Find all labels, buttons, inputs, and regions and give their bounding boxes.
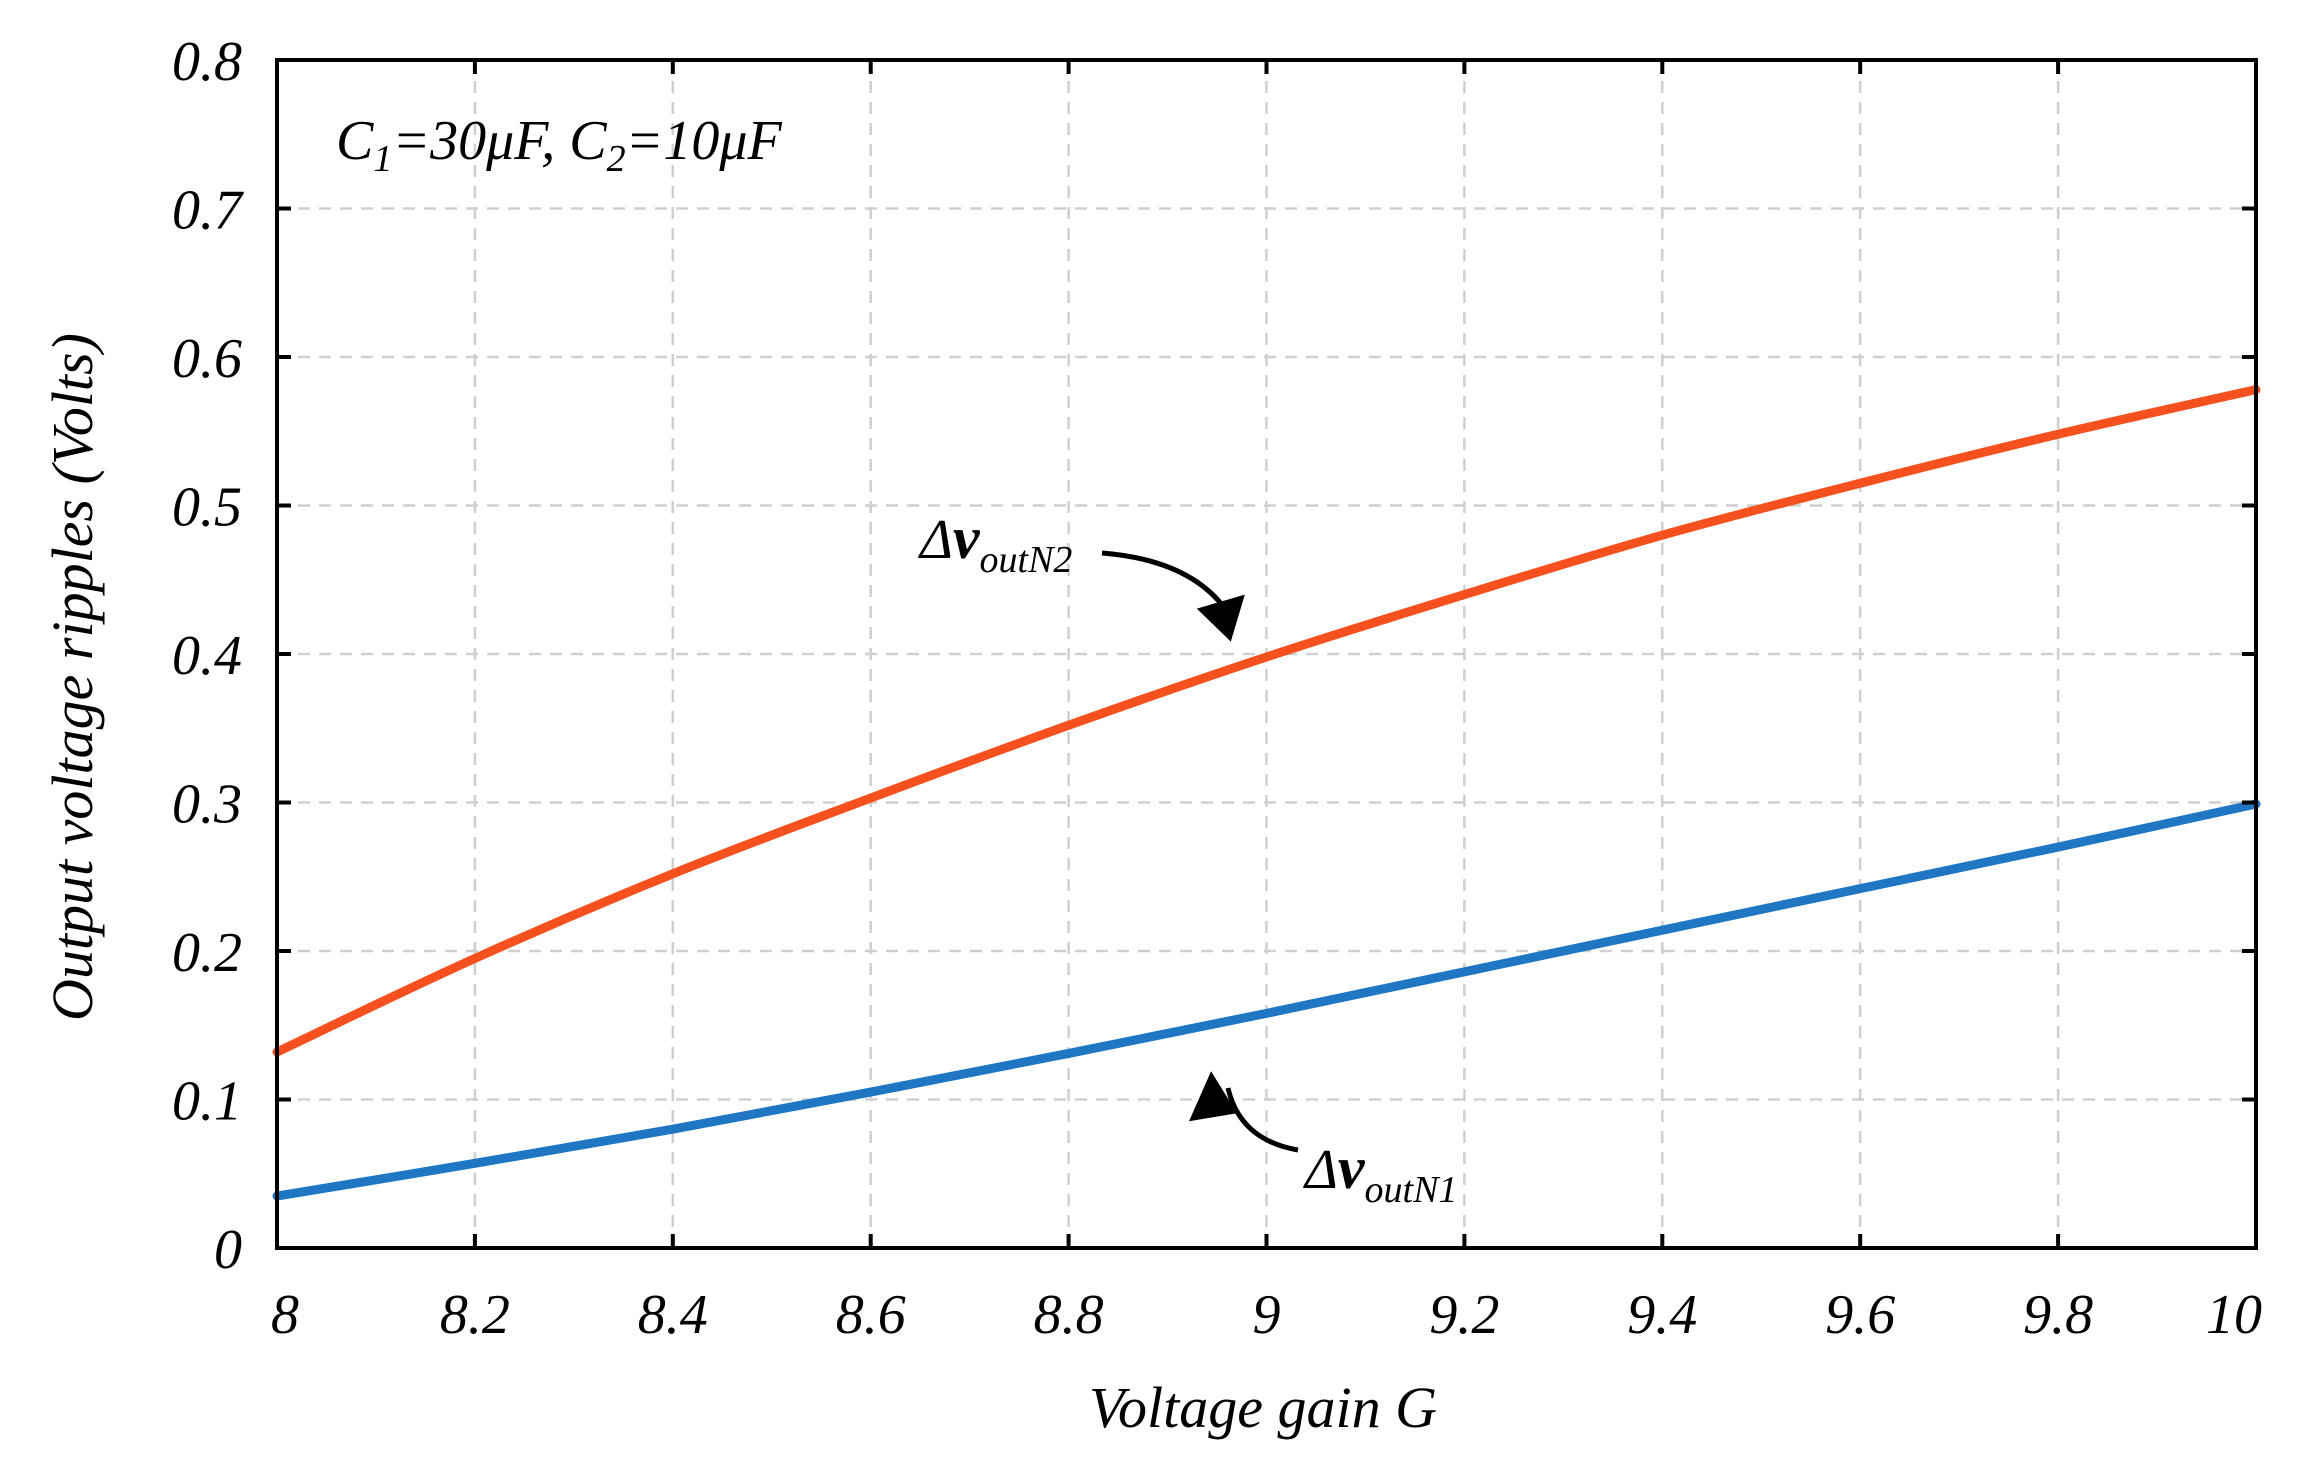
- callout-var: v: [1338, 1135, 1366, 1201]
- y-tick-label: 0.3: [172, 774, 242, 836]
- annotation-text: =30μF, C: [392, 110, 607, 172]
- x-tick-label: 10: [2206, 1284, 2262, 1346]
- callout-arrow: [1101, 550, 1229, 612]
- annotation-text: C: [336, 110, 374, 172]
- callout-subscript: outN1: [1365, 1169, 1458, 1211]
- annotation-text: =10μF: [626, 110, 783, 172]
- series-line-voutn2: [272, 385, 2261, 1057]
- x-tick-label: 8.2: [440, 1284, 510, 1346]
- annotation-subscript: 2: [607, 138, 626, 180]
- x-tick-label: 8.6: [836, 1284, 906, 1346]
- annotation-subscript: 1: [373, 138, 392, 180]
- x-tick-label: 9.4: [1627, 1284, 1697, 1346]
- y-tick-labels: 0 0.1 0.2 0.3 0.4 0.5 0.6 0.7 0.8: [172, 31, 244, 1281]
- x-tick-label: 8.4: [638, 1284, 708, 1346]
- callout-var: v: [953, 505, 981, 571]
- y-tick-label: 0.4: [172, 625, 242, 687]
- x-tick-label: 9.2: [1429, 1284, 1499, 1346]
- y-tick-label: 0.6: [172, 328, 242, 390]
- callout-arrowhead: [1189, 1071, 1238, 1122]
- series-line-voutn1: [272, 799, 2261, 1201]
- x-tick-label: 9: [1253, 1284, 1281, 1346]
- series-layer: [272, 385, 2261, 1201]
- y-tick-label: 0: [214, 1219, 242, 1281]
- callout-label: ΔvoutN1: [1303, 1135, 1457, 1211]
- callout-delta: Δ: [918, 509, 953, 571]
- x-tick-label: 9.8: [2023, 1284, 2093, 1346]
- callout-label: ΔvoutN2: [918, 505, 1072, 581]
- y-tick-label: 0.7: [172, 180, 244, 242]
- callout-delta: Δ: [1303, 1139, 1338, 1201]
- y-axis-label: Output voltage ripples (Volts): [40, 333, 105, 1021]
- x-tick-label: 8.8: [1034, 1284, 1104, 1346]
- x-tick-label: 8: [271, 1284, 299, 1346]
- x-tick-labels: 8 8.2 8.4 8.6 8.8 9 9.2 9.4 9.6 9.8 10: [271, 1284, 2262, 1346]
- x-axis-label: Voltage gain G: [1089, 1375, 1437, 1440]
- y-tick-label: 0.2: [172, 922, 242, 984]
- ticks: [275, 58, 2258, 1250]
- y-tick-label: 0.8: [172, 31, 242, 93]
- y-tick-label: 0.1: [172, 1071, 242, 1133]
- x-tick-label: 9.6: [1825, 1284, 1895, 1346]
- y-tick-label: 0.5: [172, 477, 242, 539]
- callout-arrowhead: [1196, 594, 1245, 642]
- callout-arrow: [1225, 1087, 1299, 1153]
- capacitor-annotation: C1=30μF, C2=10μF: [336, 110, 783, 180]
- callout-subscript: outN2: [980, 539, 1073, 581]
